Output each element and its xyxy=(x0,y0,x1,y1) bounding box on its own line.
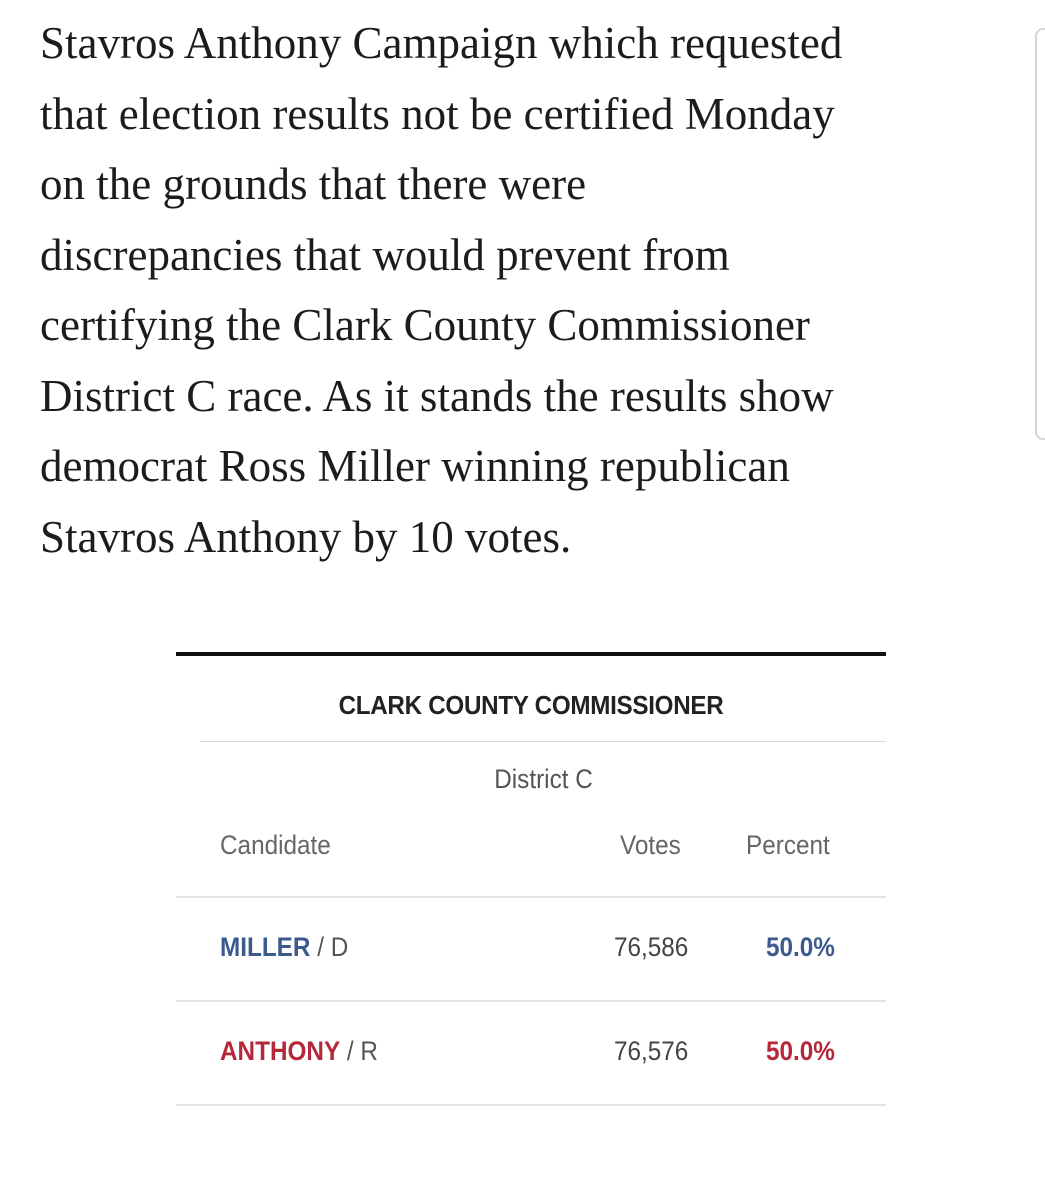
candidate-percent: 50.0% xyxy=(766,932,835,962)
candidate-name: ANTHONY xyxy=(220,1036,341,1066)
column-header-votes: Votes xyxy=(620,830,681,860)
candidate-party: / R xyxy=(340,1036,378,1066)
row-divider xyxy=(176,1104,886,1106)
article-line: certifying the Clark County Commissioner xyxy=(40,300,810,350)
candidate-name: MILLER xyxy=(220,932,311,962)
candidate-name-cell: ANTHONY / R xyxy=(220,1036,378,1067)
article-line: Stavros Anthony Campaign which requested xyxy=(40,18,843,68)
district-label: District C xyxy=(494,764,593,794)
article-line: democrat Ross Miller winning republican xyxy=(40,441,790,491)
article-line: discrepancies that would prevent from xyxy=(40,229,730,280)
article-line: Stavros Anthony by 10 votes. xyxy=(40,511,572,562)
candidate-votes: 76,576 xyxy=(614,1036,689,1066)
candidate-party: / D xyxy=(310,932,349,962)
race-title: CLARK COUNTY COMMISSIONER xyxy=(338,690,724,720)
top-divider xyxy=(176,652,886,656)
article-line: District C race. As it stands the result… xyxy=(40,370,834,421)
candidate-percent: 50.0% xyxy=(766,1036,835,1066)
article-line: on the grounds that there were xyxy=(40,159,587,209)
election-results-widget: CLARK COUNTY COMMISSIONER District C Can… xyxy=(176,652,886,1106)
row-divider xyxy=(176,896,886,898)
column-header-percent: Percent xyxy=(746,830,830,860)
row-divider xyxy=(176,1000,886,1002)
column-header-candidate: Candidate xyxy=(220,830,331,860)
article-body: Stavros Anthony Campaign which requested… xyxy=(40,8,1010,572)
scrollbar-handle[interactable] xyxy=(1035,28,1045,440)
candidate-name-cell: MILLER / D xyxy=(220,932,348,963)
candidate-votes: 76,586 xyxy=(614,932,689,962)
article-line: that election results not be certified M… xyxy=(40,88,835,139)
title-divider xyxy=(200,741,886,742)
